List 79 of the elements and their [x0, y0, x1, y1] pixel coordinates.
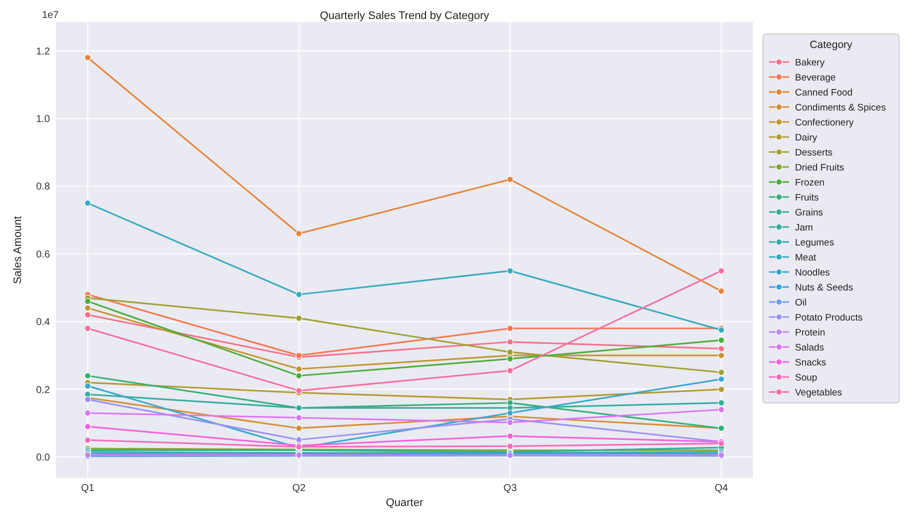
x-tick-label: Q3	[503, 483, 518, 494]
legend-label: Canned Food	[795, 87, 853, 98]
legend-label: Jam	[795, 222, 814, 234]
point	[84, 382, 91, 390]
point	[296, 414, 302, 422]
legend-label: Dried Fruits	[795, 162, 844, 174]
point	[718, 369, 725, 376]
point	[296, 230, 302, 237]
y-tick-label: 0.8	[36, 182, 50, 193]
legend-label: Salads	[795, 342, 824, 354]
y-tick-label: 0.4	[36, 317, 50, 328]
legend-label: Beverage	[795, 72, 836, 84]
point	[718, 400, 725, 406]
legend-label: Protein	[795, 327, 826, 338]
point	[296, 366, 302, 372]
point	[84, 304, 91, 312]
point	[718, 268, 725, 274]
point	[84, 436, 91, 444]
legend-label: Desserts	[795, 147, 833, 158]
point	[84, 54, 91, 61]
legend-label: Frozen	[795, 177, 825, 188]
point	[296, 436, 302, 444]
legend-label: Confectionery	[795, 117, 854, 128]
legend-label: Meat	[795, 252, 816, 264]
y-tick-label: 0.2	[36, 384, 50, 396]
legend-label: Legumes	[795, 237, 834, 248]
point	[506, 432, 514, 440]
point	[506, 338, 514, 346]
legend-label: Noodles	[795, 267, 830, 278]
legend-label: Grains	[795, 207, 824, 218]
point	[506, 419, 514, 426]
point	[718, 345, 725, 352]
legend-label: Fruits	[795, 192, 819, 204]
point	[506, 176, 514, 183]
point	[84, 298, 91, 305]
point	[296, 291, 302, 298]
point	[506, 356, 514, 362]
point	[506, 410, 514, 416]
legend-label: Dairy	[795, 132, 818, 144]
point	[296, 314, 302, 322]
point	[84, 423, 91, 430]
point	[718, 406, 725, 413]
x-tick-label: Q4	[714, 483, 728, 494]
point	[84, 325, 91, 332]
point	[84, 200, 91, 206]
y-axis-title: Sales Amount	[12, 216, 24, 284]
point	[296, 372, 302, 380]
chart-title: Quarterly Sales Trend by Category	[320, 10, 490, 22]
legend-label: Nuts & Seeds	[795, 282, 854, 294]
point	[84, 410, 91, 416]
point	[506, 348, 514, 356]
point	[296, 424, 302, 432]
x-tick-label: Q1	[81, 483, 95, 494]
legend-label: Snacks	[795, 357, 826, 368]
legend-label: Vegetables	[795, 387, 842, 398]
x-tick-label: Q2	[292, 483, 306, 494]
point	[506, 325, 514, 332]
legend-label: Soup	[795, 372, 818, 384]
y-tick-label: 0.6	[36, 249, 50, 260]
legend-label: Condiments & Spices	[795, 102, 886, 114]
legend-label: Bakery	[795, 57, 825, 68]
y-tick-label: 1.2	[36, 46, 50, 58]
legend-label: Potato Products	[795, 312, 863, 324]
y-tick-label: 1.0	[36, 114, 50, 125]
point	[718, 336, 725, 344]
point	[718, 376, 725, 382]
point	[506, 367, 514, 374]
text: 1e7	[42, 10, 60, 21]
legend-title: Category	[810, 39, 854, 51]
point	[506, 442, 514, 450]
point	[718, 288, 725, 294]
y-tick-label: 0.0	[36, 452, 50, 464]
point	[718, 386, 725, 393]
point	[718, 352, 725, 359]
x-axis-title: Quarter	[386, 497, 424, 509]
point	[84, 372, 91, 380]
legend-label: Oil	[795, 297, 807, 308]
point	[84, 312, 91, 318]
point	[506, 268, 514, 274]
